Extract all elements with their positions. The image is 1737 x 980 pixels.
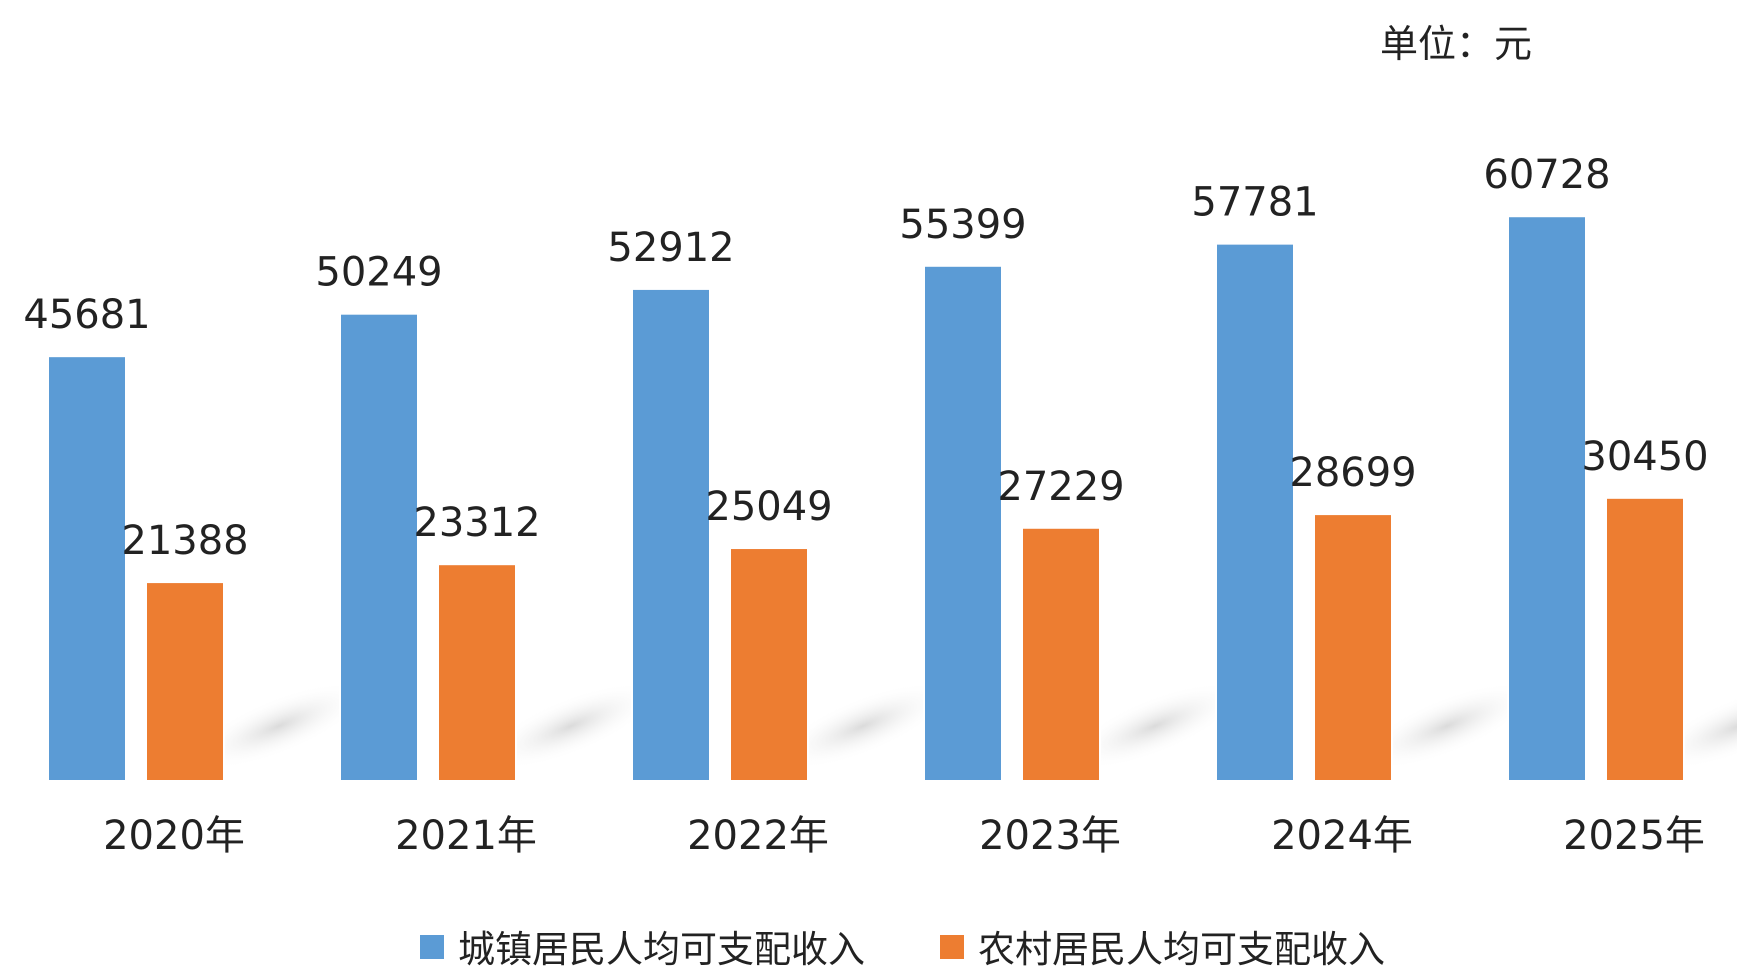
bar-shadow: [1650, 681, 1737, 771]
data-label-rural: 28699: [1289, 450, 1416, 496]
bar-urban: [339, 312, 419, 782]
x-tick-label: 2024年: [1271, 813, 1413, 859]
bar-rural: [1605, 496, 1685, 782]
bar-rural: [729, 547, 809, 783]
bar-shadows: [190, 681, 1737, 771]
x-tick-label: 2020年: [103, 813, 245, 859]
data-label-rural: 30450: [1581, 434, 1708, 480]
legend-label-rural: 农村居民人均可支配收入: [978, 928, 1385, 971]
x-tick-label: 2025年: [1563, 813, 1705, 859]
data-label-urban: 60728: [1483, 152, 1610, 198]
data-label-urban: 45681: [23, 292, 150, 338]
data-label-rural: 25049: [705, 484, 832, 530]
bars-group: [47, 215, 1685, 783]
bar-urban: [631, 287, 711, 782]
bar-shadow: [774, 681, 952, 771]
legend-swatch-rural: [940, 935, 964, 959]
bar-shadow: [1066, 681, 1244, 771]
bar-rural: [437, 563, 517, 783]
bar-rural: [1313, 513, 1393, 782]
bar-shadow: [1358, 681, 1536, 771]
legend-label-urban: 城镇居民人均可支配收入: [458, 928, 865, 971]
data-label-rural: 21388: [121, 518, 248, 564]
unit-label: 单位：元: [1380, 22, 1532, 66]
x-axis-ticks: 2020年 2021年 2022年 2023年 2024年 2025年: [103, 813, 1705, 859]
data-label-rural: 23312: [413, 500, 540, 546]
bar-urban: [1507, 215, 1587, 782]
data-label-urban: 52912: [607, 225, 734, 271]
legend: 城镇居民人均可支配收入 农村居民人均可支配收入: [420, 928, 1385, 971]
bar-shadow: [482, 681, 660, 771]
legend-swatch-urban: [420, 935, 444, 959]
bar-shadow: [190, 681, 368, 771]
bar-urban: [47, 355, 127, 782]
data-label-rural: 27229: [997, 464, 1124, 510]
data-label-urban: 55399: [899, 202, 1026, 248]
bar-rural: [1021, 526, 1101, 783]
x-tick-label: 2023年: [979, 813, 1121, 859]
data-label-urban: 57781: [1191, 180, 1318, 226]
data-labels-group: 45681 21388 50249 23312 52912 25049 55399 27229…: [23, 152, 1708, 564]
bar-rural: [145, 581, 225, 783]
bar-urban: [1215, 242, 1295, 782]
x-tick-label: 2021年: [395, 813, 537, 859]
data-label-urban: 50249: [315, 250, 442, 296]
bar-urban: [923, 264, 1003, 782]
x-tick-label: 2022年: [687, 813, 829, 859]
